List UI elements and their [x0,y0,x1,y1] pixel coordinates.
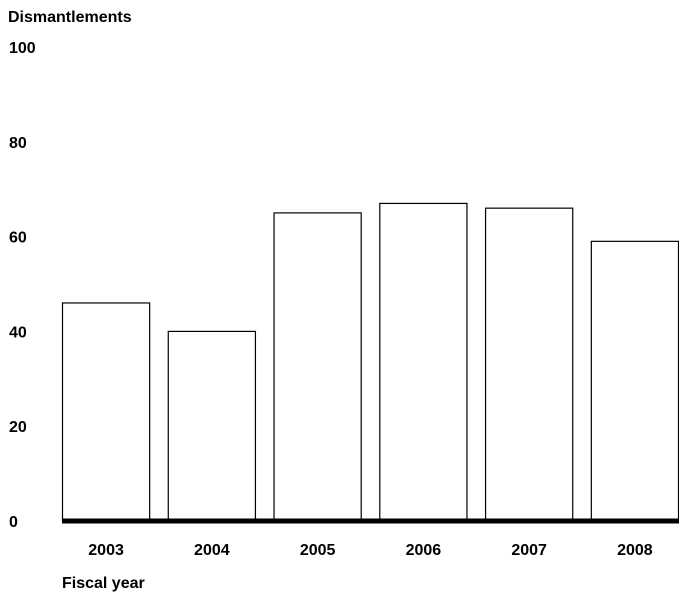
x-axis-label: Fiscal year [62,575,145,592]
y-tick-label: 20 [9,419,27,436]
bar [484,207,574,522]
y-axis-ticks: 0 20 40 60 80 100 [9,40,36,531]
x-category-label: 2006 [406,542,442,559]
x-axis-categories: 2003 2004 2005 2006 2007 2008 [88,542,653,559]
y-tick-label: 80 [9,135,27,152]
bar [61,302,151,522]
bar [167,330,257,522]
y-tick-label: 60 [9,230,27,247]
x-category-label: 2005 [300,542,336,559]
x-category-label: 2007 [511,542,547,559]
bars [61,202,679,522]
x-category-label: 2004 [194,542,230,559]
y-tick-label: 40 [9,324,27,341]
y-axis-label: Dismantlements [8,9,132,26]
x-category-label: 2003 [88,542,124,559]
x-category-label: 2008 [617,542,653,559]
bar [273,212,362,522]
bar [379,202,468,522]
y-tick-label: 0 [9,514,18,531]
y-tick-label: 100 [9,40,36,57]
bar [590,240,679,522]
